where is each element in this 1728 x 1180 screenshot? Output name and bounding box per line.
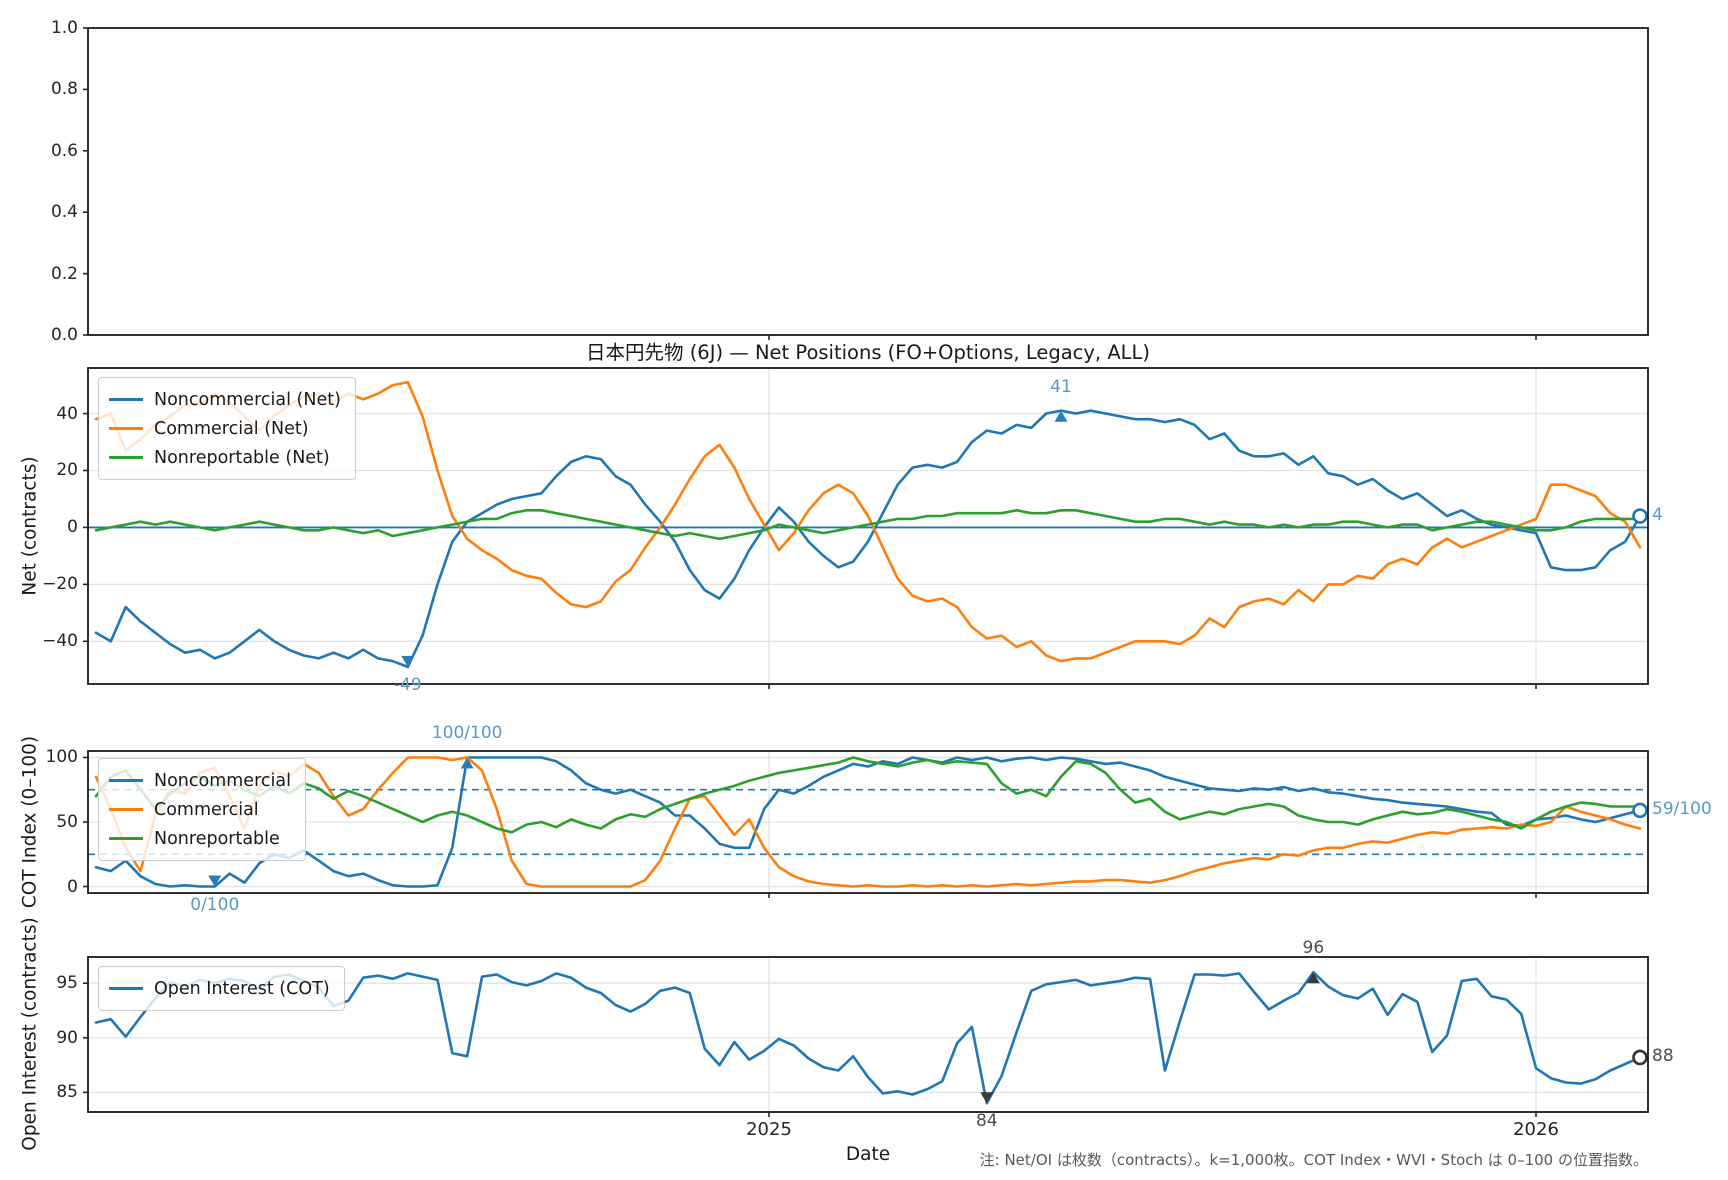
y-tick-label: −40: [42, 631, 78, 652]
axes-spine: [87, 367, 1649, 685]
y-tick-label: 0.0: [50, 325, 78, 345]
legend-item: Nonreportable: [109, 824, 291, 853]
annotation-marker-down: [208, 875, 222, 887]
annotation-marker-up: [1306, 972, 1320, 984]
legend-swatch: [109, 986, 143, 991]
chart-title: 日本円先物 (6J) — Net Positions (FO+Options, …: [585, 341, 1151, 364]
annotation-label: 0/100: [190, 894, 240, 915]
annotation-marker-ring: [1632, 802, 1648, 819]
y-tick-label: −20: [42, 574, 78, 595]
annotation-label: 96: [1302, 938, 1325, 959]
y-tick-label: 0.6: [50, 140, 78, 161]
y-tick-label: 1.0: [50, 18, 78, 38]
legend-swatch: [109, 397, 143, 402]
legend: Noncommercial (Net) Commercial (Net) Nonre…: [98, 377, 356, 480]
series-line: [94, 971, 1642, 1105]
series-line: [94, 756, 1642, 888]
annotation-marker-down: [980, 1092, 994, 1104]
y-tick-label: 40: [56, 403, 78, 424]
y-tick-label: 95: [56, 973, 78, 994]
legend-item: Commercial: [109, 795, 291, 824]
y-tick-label: 100: [45, 747, 78, 768]
y-tick-label: 0.8: [50, 79, 78, 100]
footnote: 注: Net/OI は枚数（contracts）。k=1,000枚。COT In…: [979, 1151, 1648, 1169]
y-tick-label: 50: [56, 812, 78, 832]
annotation-marker-up: [460, 757, 474, 769]
annotation-label: 4: [1652, 505, 1663, 526]
annotation-marker-down: [401, 655, 415, 667]
x-tick-label: 2025: [746, 1119, 792, 1140]
y-tick-label: 0: [67, 517, 78, 538]
annotation-marker-ring: [1632, 1049, 1648, 1066]
x-axis-label: Date: [845, 1144, 891, 1165]
annotation-label: 88: [1652, 1046, 1674, 1067]
legend-label: Noncommercial: [154, 770, 291, 791]
legend-swatch: [109, 836, 143, 841]
series-line: [94, 756, 1642, 834]
y-tick-label: 0.2: [50, 263, 78, 284]
annotation-label: 84: [975, 1111, 998, 1132]
legend-label: Open Interest (COT): [154, 978, 330, 999]
annotation-marker-ring: [1632, 508, 1648, 524]
annotation-marker-up: [1054, 410, 1068, 422]
legend: Noncommercial Commercial Nonreportable: [98, 758, 306, 861]
legend-item: Noncommercial: [109, 766, 291, 795]
legend-label: Nonreportable (Net): [154, 447, 330, 468]
legend-label: Noncommercial (Net): [154, 389, 341, 410]
legend-item: Open Interest (COT): [109, 974, 330, 1003]
x-tick-label: 2026: [1513, 1119, 1559, 1140]
legend-label: Commercial (Net): [154, 418, 309, 439]
series-line: [94, 509, 1642, 541]
annotation-label: 100/100: [431, 723, 503, 744]
annotation-label: -49: [393, 674, 422, 695]
y-tick-label: 85: [56, 1082, 78, 1103]
legend-swatch: [109, 807, 143, 812]
legend: Open Interest (COT): [98, 966, 345, 1011]
axes-spine: [87, 956, 1649, 1113]
axes-spine: [87, 27, 1649, 336]
annotation-label: 41: [1050, 376, 1072, 397]
y-tick-label: 90: [56, 1027, 78, 1048]
legend-item: Nonreportable (Net): [109, 443, 341, 472]
series-line: [94, 409, 1642, 669]
legend-swatch: [109, 455, 143, 460]
y-tick-label: 0.4: [50, 202, 78, 223]
legend-item: Noncommercial (Net): [109, 385, 341, 414]
y-tick-label: 20: [56, 460, 78, 481]
series-line: [94, 756, 1642, 888]
legend-swatch: [109, 426, 143, 431]
legend-label: Nonreportable: [154, 828, 280, 849]
y-tick-label: 0: [67, 876, 78, 897]
legend-swatch: [109, 778, 143, 783]
annotation-label: 59/100: [1652, 799, 1712, 820]
legend-item: Commercial (Net): [109, 414, 341, 443]
legend-label: Commercial: [154, 799, 259, 820]
